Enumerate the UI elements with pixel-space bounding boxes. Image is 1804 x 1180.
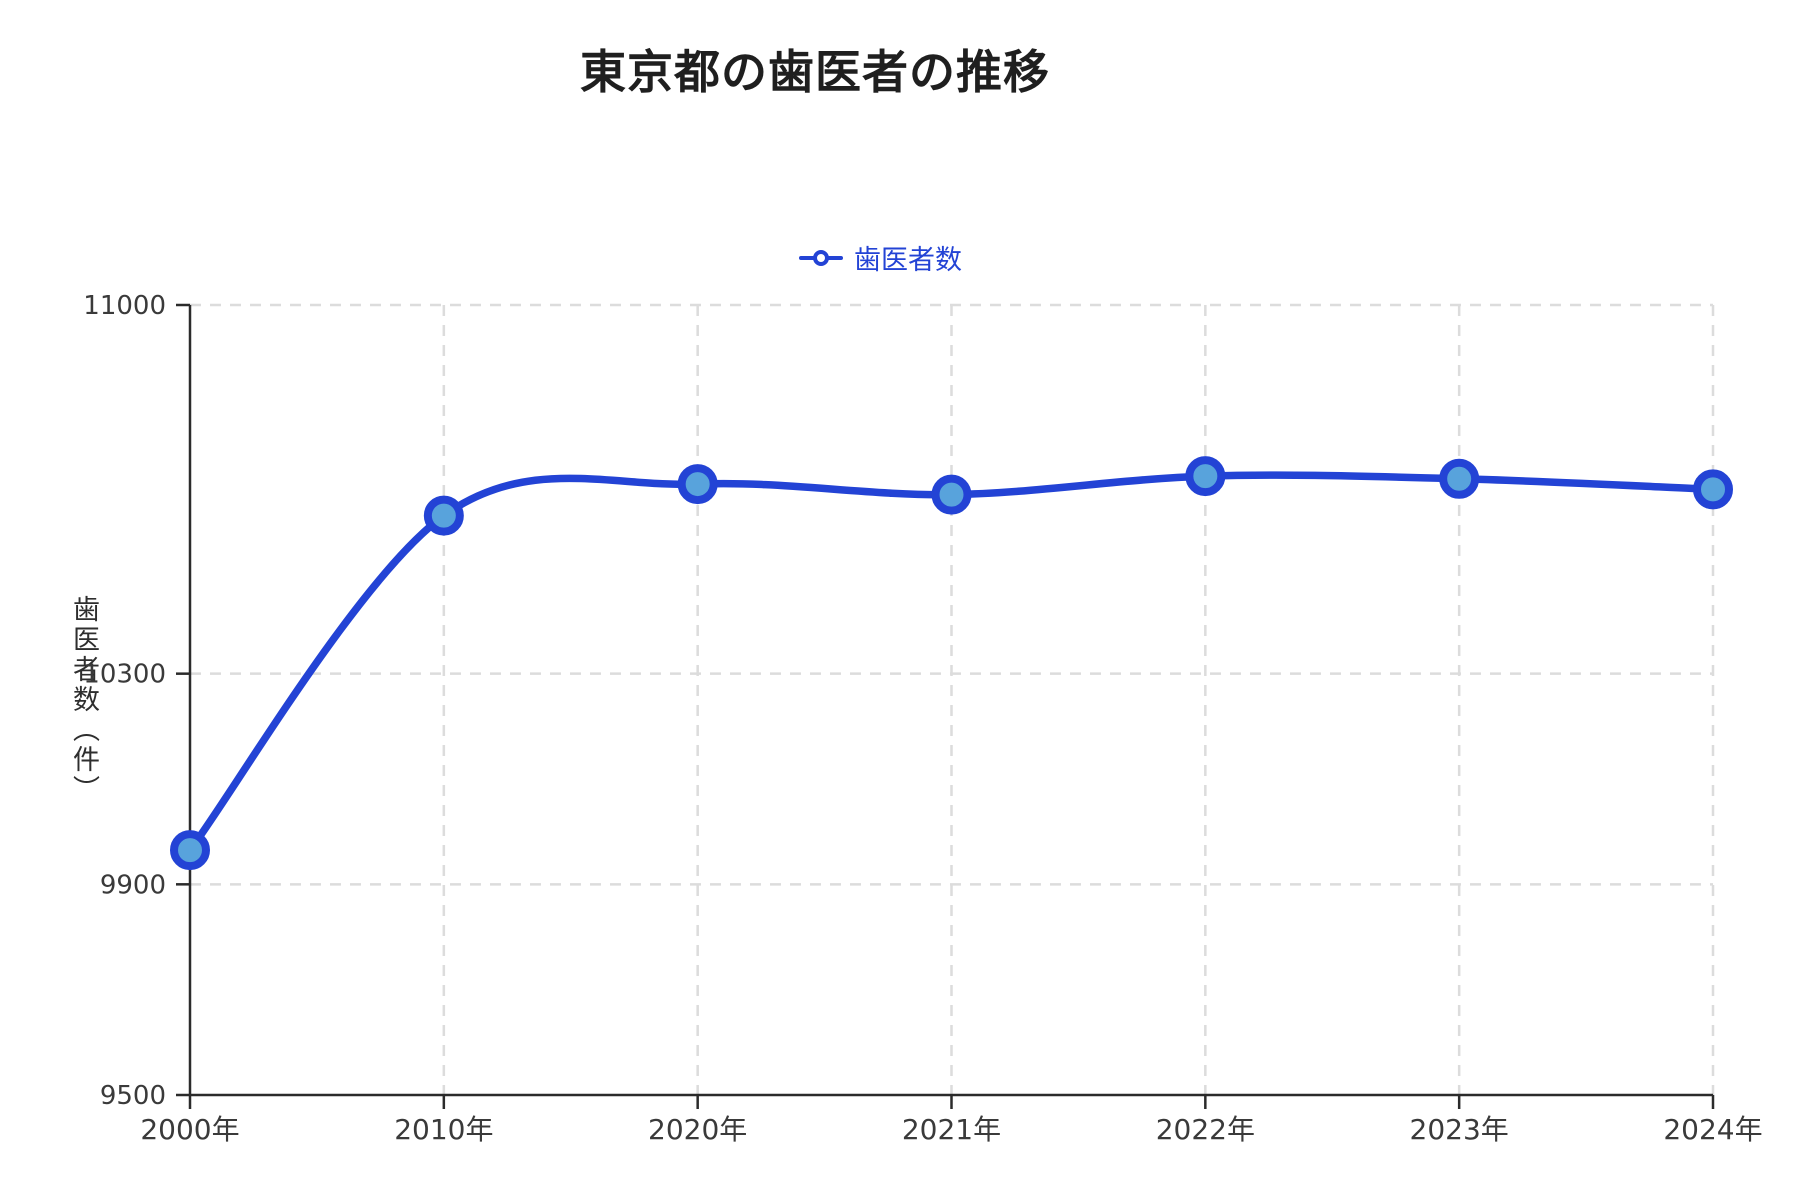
y-axis-title: 歯医者数（件） xyxy=(68,595,99,805)
x-tick-label: 2024年 xyxy=(1663,1113,1762,1146)
y-tick-label: 9500 xyxy=(100,1081,166,1111)
y-tick-label: 11000 xyxy=(83,291,166,321)
data-point[interactable] xyxy=(931,474,972,515)
x-tick-label: 2021年 xyxy=(902,1113,1001,1146)
x-tick-label: 2020年 xyxy=(648,1113,747,1146)
legend-label: 歯医者数 xyxy=(854,245,962,276)
data-point[interactable] xyxy=(423,495,464,536)
legend-line-marker-icon xyxy=(799,249,843,266)
x-tick-label: 2022年 xyxy=(1156,1113,1255,1146)
data-point[interactable] xyxy=(1693,469,1733,510)
y-axis-ticks: 9500 9900 10300 11000 xyxy=(83,291,190,1111)
data-point[interactable] xyxy=(170,830,210,871)
y-tick-label: 10300 xyxy=(83,660,166,690)
data-point[interactable] xyxy=(677,464,718,505)
gridlines xyxy=(190,303,1715,1095)
x-axis-ticks: 2000年 2010年 2020年 2021年 2022年 2023年 2024年 xyxy=(140,1095,1763,1146)
x-tick-label: 2010年 xyxy=(394,1113,493,1146)
x-tick-label: 2023年 xyxy=(1410,1113,1509,1146)
data-point-markers xyxy=(170,456,1733,871)
chart-title: 東京都の歯医者の推移 xyxy=(580,45,1050,99)
x-tick-label: 2000年 xyxy=(140,1113,239,1146)
y-tick-label: 9900 xyxy=(100,870,166,900)
legend[interactable]: 歯医者数 xyxy=(0,238,1760,277)
axes xyxy=(188,305,1713,1097)
data-point[interactable] xyxy=(1439,458,1480,499)
data-point[interactable] xyxy=(1185,456,1226,497)
